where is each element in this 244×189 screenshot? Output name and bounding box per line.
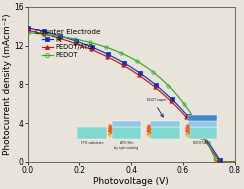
X-axis label: Photovoltage (V): Photovoltage (V) bbox=[93, 177, 169, 186]
Legend: Pt, PEDOT/ATO, PEDOT: Pt, PEDOT/ATO, PEDOT bbox=[35, 29, 101, 58]
Y-axis label: Photocurrent density (mAcm⁻²): Photocurrent density (mAcm⁻²) bbox=[3, 14, 12, 155]
